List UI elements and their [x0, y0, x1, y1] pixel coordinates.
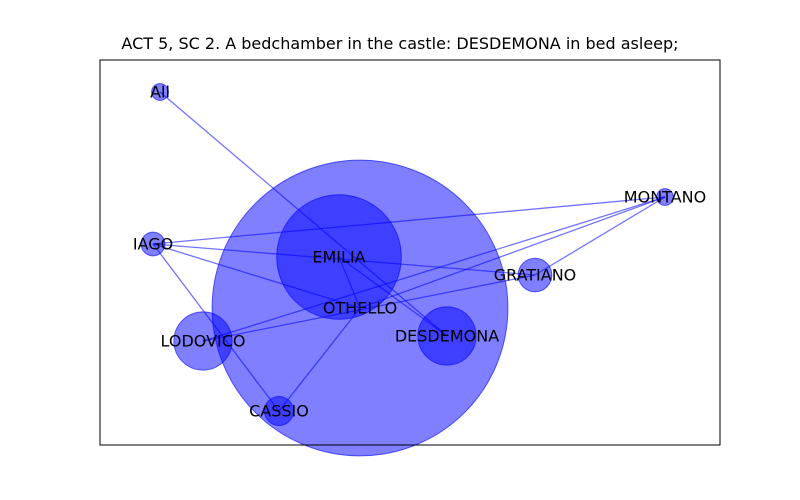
- node-label-montano: MONTANO: [624, 188, 706, 207]
- node-label-iago: IAGO: [133, 235, 173, 254]
- node-label-desdemona: DESDEMONA: [395, 327, 499, 346]
- node-gratiano: [517, 257, 553, 293]
- node-desdemona: [417, 306, 477, 366]
- node-lodovico: [173, 311, 233, 371]
- node-cassio: [264, 396, 294, 426]
- edge-montano-gratiano: [534, 196, 666, 276]
- chart-title: ACT 5, SC 2. A bedchamber in the castle:…: [121, 34, 679, 53]
- node-emilia: [276, 194, 402, 320]
- labels-layer: All MONTANO IAGO EMILIA GRATIANO OTHELLO LODOV…: [133, 83, 706, 421]
- node-label-lodovico: LODOVICO: [161, 332, 246, 351]
- plot-frame: [99, 59, 721, 446]
- node-iago: [140, 231, 166, 257]
- node-label-emilia: EMILIA: [312, 248, 365, 267]
- node-label-othello: OTHELLO: [323, 299, 397, 318]
- nodes-layer: [140, 83, 674, 457]
- node-label-gratiano: GRATIANO: [494, 266, 577, 285]
- node-label-all: All: [150, 83, 170, 102]
- node-label-cassio: CASSIO: [249, 402, 309, 421]
- node-all: [151, 83, 169, 101]
- node-montano: [656, 188, 674, 206]
